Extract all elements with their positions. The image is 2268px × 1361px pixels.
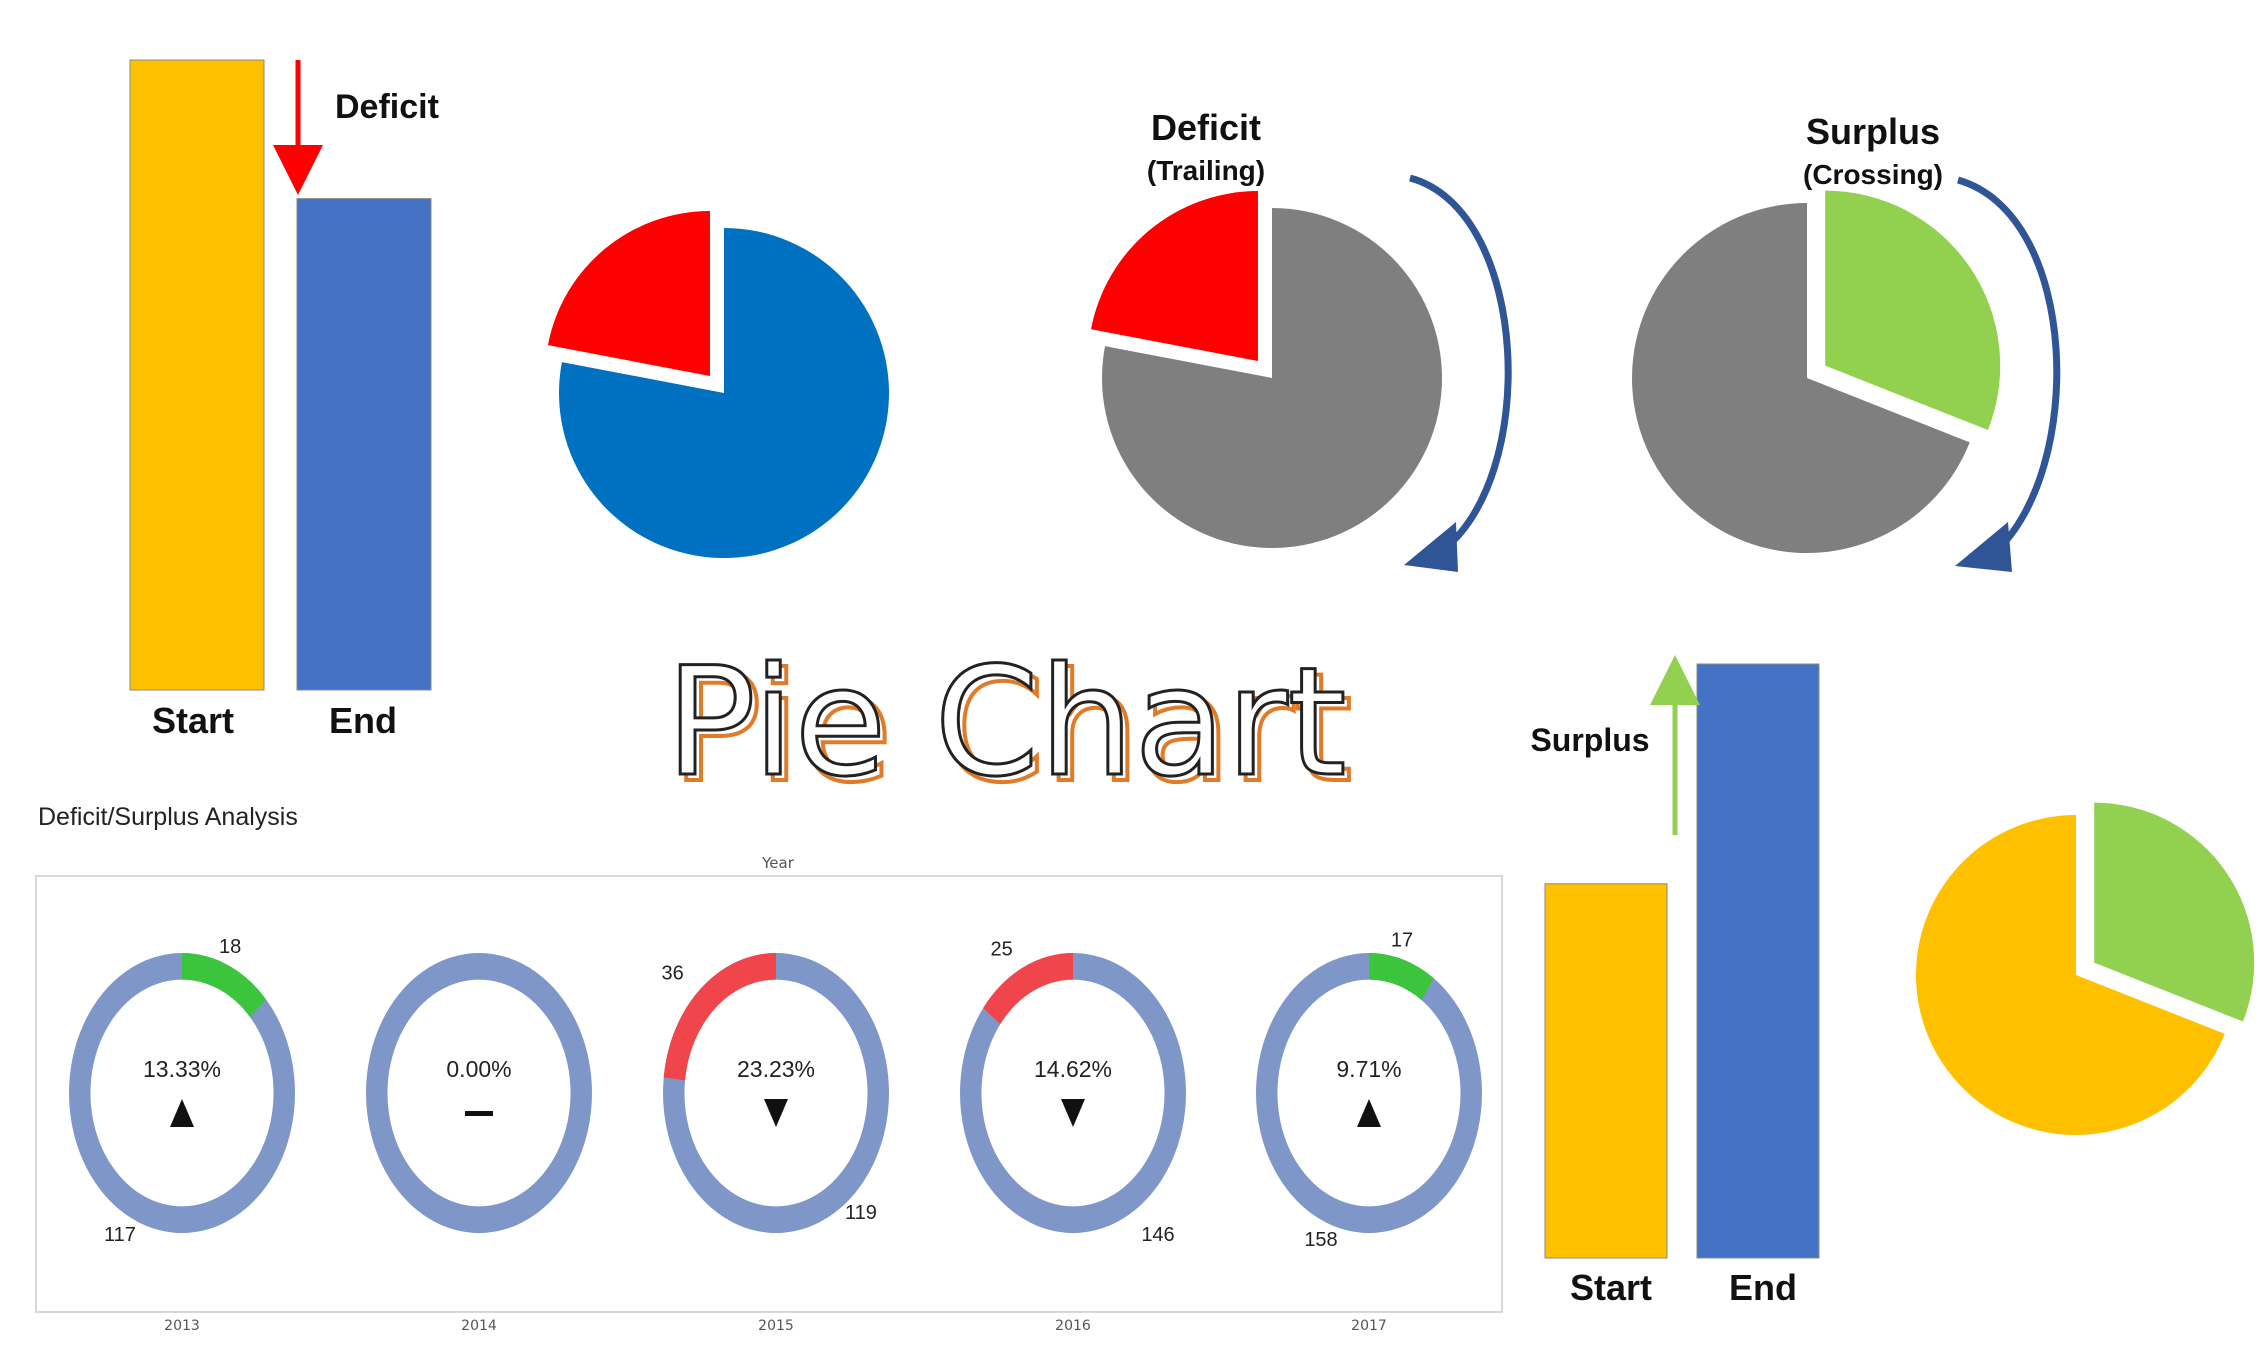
pie-slice-remainder [559, 228, 889, 558]
year-header: Year [761, 854, 795, 872]
donut-change-segment [182, 953, 266, 1018]
bar-start-label: Start [1570, 1267, 1652, 1308]
year-tick-label: 2014 [461, 1318, 497, 1334]
bar-start-label: Start [152, 700, 234, 741]
donut-change-label: 17 [1391, 929, 1413, 951]
donut-percent-label: 13.33% [143, 1056, 221, 1082]
donut [662, 953, 889, 1233]
year-tick-label: 2013 [164, 1318, 200, 1334]
pie-slice-base [1632, 203, 1970, 553]
donut-percent-label: 0.00% [446, 1056, 511, 1082]
trailing-pie: Deficit (Trailing) [1090, 107, 1512, 572]
deficit-pie [547, 211, 889, 558]
trailing-title: Deficit [1151, 107, 1261, 148]
down-triangle-icon [1061, 1099, 1085, 1127]
curved-arrow-head [1955, 522, 2012, 572]
deficit-surplus-dashboard: Deficit/Surplus Analysis Year 18 117 13.33… [35, 803, 1503, 1334]
bar-end-label: End [1729, 1267, 1797, 1308]
donut-change-segment [663, 953, 776, 1081]
crossing-pie: Surplus (Crossing) [1632, 111, 2061, 572]
donut-base-label: 158 [1304, 1229, 1337, 1251]
donut-base-label: 146 [1141, 1224, 1174, 1246]
deficit-bar-chart: Deficit Start End [129, 59, 439, 741]
donut-percent-label: 23.23% [737, 1056, 815, 1082]
deficit-annotation: Deficit [335, 88, 439, 126]
year-tick-label: 2017 [1351, 1318, 1387, 1334]
page-title-text: Pie Chart [665, 636, 1346, 810]
curved-arrow [1409, 174, 1512, 555]
surplus-annotation: Surplus [1530, 722, 1649, 758]
surplus-pie [1915, 802, 2255, 1135]
trailing-subtitle: (Trailing) [1147, 155, 1265, 186]
up-triangle-icon [1357, 1099, 1381, 1127]
donut [68, 953, 295, 1233]
donut-change-label: 25 [990, 939, 1012, 961]
donut-row: 18 117 13.33% 2013 0.00% 2014 36 119 23.23% 2015 2… [68, 929, 1482, 1334]
bar-end [296, 198, 432, 691]
bar-start [129, 59, 265, 691]
bar-end-label: End [329, 700, 397, 741]
pie-slice-remainder [1101, 208, 1442, 548]
pie-slice-deficit [547, 211, 710, 377]
year-tick-label: 2015 [758, 1318, 794, 1334]
page-title: Pie Chart Pie Chart [664, 635, 1355, 819]
donut-base-label: 117 [104, 1224, 136, 1246]
crossing-title: Surplus [1806, 111, 1940, 152]
up-triangle-icon [170, 1099, 194, 1127]
surplus-bar-chart: Surplus Start End [1530, 655, 1820, 1308]
donut-percent-label: 14.62% [1034, 1056, 1112, 1082]
down-triangle-icon [764, 1099, 788, 1127]
pie-slice-deficit [1090, 191, 1258, 362]
donut [959, 953, 1186, 1233]
crossing-subtitle: (Crossing) [1803, 159, 1943, 190]
pie-slice-base [1915, 815, 2225, 1135]
pie-slice-surplus [2094, 802, 2255, 1022]
donut-base-label: 119 [845, 1202, 877, 1224]
pie-slice-surplus [1825, 190, 2001, 431]
year-tick-label: 2016 [1055, 1318, 1091, 1334]
curved-arrow [1957, 176, 2061, 555]
donut-change-label: 36 [662, 963, 684, 985]
curved-arrow-head [1404, 522, 1458, 572]
dashboard-title: Deficit/Surplus Analysis [38, 803, 298, 831]
donut [1255, 953, 1482, 1233]
dashboard-frame [35, 875, 1503, 1313]
bar-end [1696, 663, 1820, 1259]
donut-change-label: 18 [219, 936, 241, 958]
donut-change-segment [983, 953, 1073, 1025]
donut-change-segment [1369, 953, 1434, 1001]
flat-dash-icon [465, 1111, 493, 1116]
bar-start [1544, 883, 1668, 1259]
page-title-shadow: Pie Chart [671, 642, 1352, 816]
donut-percent-label: 9.71% [1336, 1056, 1401, 1082]
